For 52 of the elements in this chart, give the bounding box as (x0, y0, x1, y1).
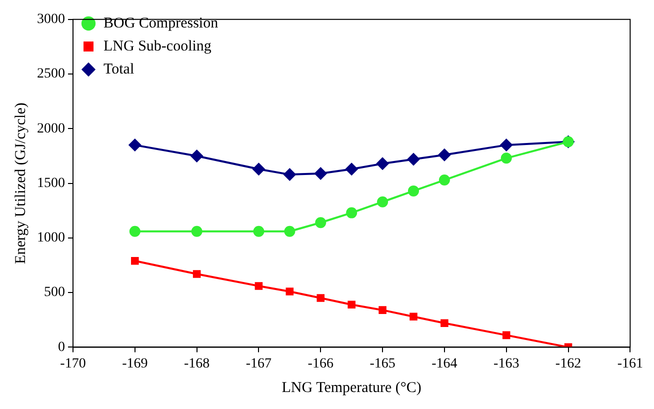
point (315, 217, 326, 228)
point (253, 226, 264, 237)
point (131, 256, 139, 265)
point (286, 288, 294, 296)
point (377, 196, 388, 208)
legend-label: LNG Sub-cooling (104, 38, 212, 54)
point (440, 319, 448, 328)
y-axis-title: Energy Utilized (GJ/cycle) (12, 102, 29, 264)
x-tick-label: -164 (432, 356, 458, 372)
point (314, 166, 328, 180)
legend-label: Total (104, 61, 134, 78)
point (284, 226, 296, 237)
point (406, 152, 420, 166)
y-tick-label: 2500 (37, 66, 65, 82)
point (190, 149, 204, 162)
x-tick-label: -170 (60, 356, 86, 372)
point (410, 312, 418, 320)
point (408, 185, 419, 196)
point (378, 306, 386, 314)
point (438, 174, 450, 186)
legend-label: BOG Compression (104, 15, 219, 32)
x-tick-label: -163 (494, 356, 520, 372)
x-tick-label: -168 (184, 356, 210, 372)
point (345, 162, 358, 176)
point (129, 226, 140, 237)
point (346, 207, 358, 218)
point (500, 152, 512, 164)
y-tick-label: 3000 (37, 12, 65, 28)
point (128, 138, 142, 152)
y-tick-label: 500 (44, 285, 65, 300)
point (252, 162, 266, 176)
x-tick-label: -169 (122, 356, 148, 372)
point (348, 300, 356, 308)
point (254, 282, 263, 290)
point (502, 331, 510, 340)
x-tick-label: -165 (370, 356, 396, 372)
point (192, 270, 201, 278)
y-tick-label: 1500 (37, 176, 65, 191)
x-tick-label: -167 (246, 356, 272, 372)
point (500, 138, 513, 152)
x-tick-label: -162 (555, 356, 582, 372)
y-tick-label: 1000 (37, 230, 65, 246)
y-tick-label: 2000 (37, 121, 65, 136)
point (316, 294, 325, 302)
x-tick-label: -166 (308, 356, 334, 372)
y-tick-label: 0 (58, 340, 65, 355)
point (283, 168, 296, 182)
point (191, 226, 202, 237)
point (376, 157, 390, 170)
x-axis-title: LNG Temperature (°C) (282, 380, 422, 396)
point (438, 148, 451, 162)
x-tick-label: -161 (617, 356, 644, 372)
